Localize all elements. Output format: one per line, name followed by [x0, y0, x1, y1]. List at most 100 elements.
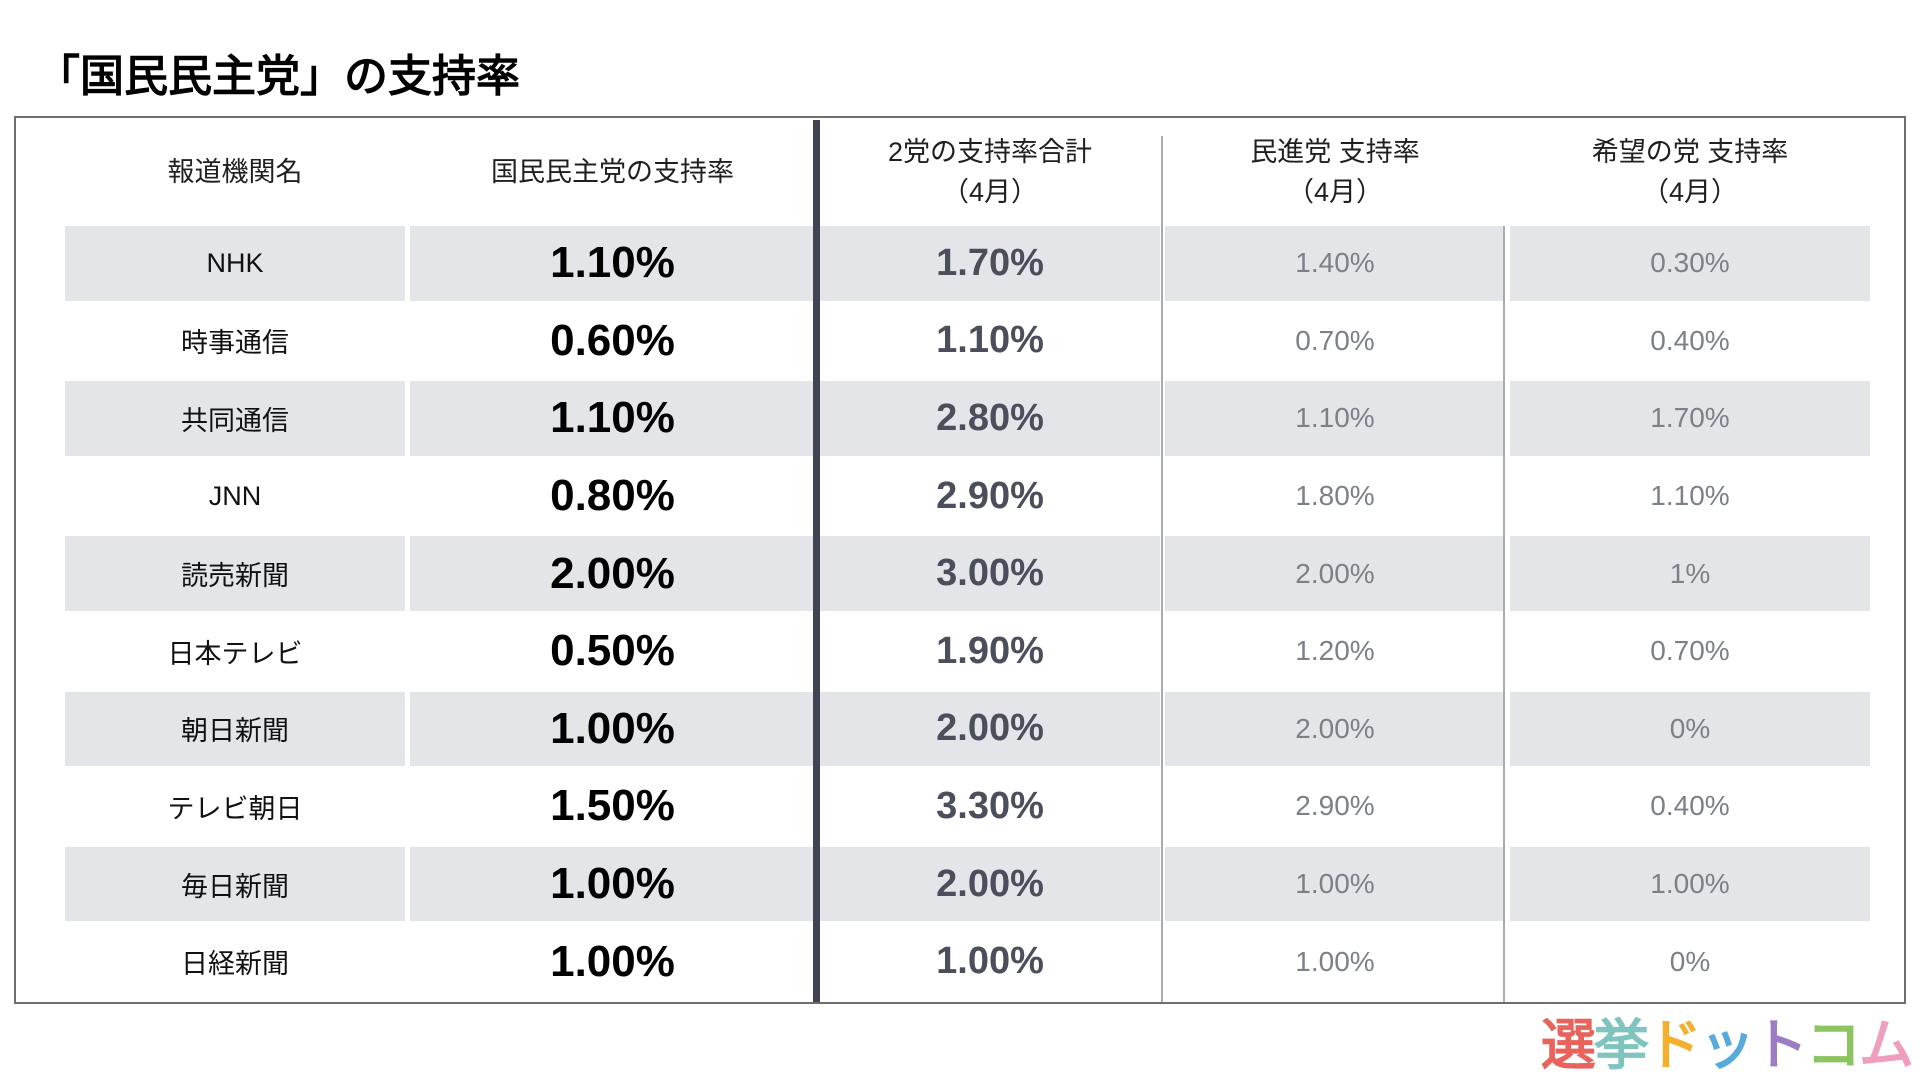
kokumin-rate-cell: 1.00%: [410, 691, 815, 767]
row-pad: [1875, 459, 1904, 534]
minshin-rate-cell: 1.80%: [1295, 480, 1375, 512]
logo-char: ム: [1858, 1014, 1914, 1076]
header-two-party-total: 2党の支持率合計 （4月）: [820, 132, 1160, 213]
two-party-total-cell: 2.80%: [820, 381, 1160, 456]
kibou-rate-cell: 1.10%: [1650, 480, 1730, 512]
header-kibou-rate: 希望の党 支持率 （4月）: [1510, 132, 1870, 213]
kibou-rate-cell: 0.40%: [1650, 790, 1730, 822]
two-party-total-cell: 3.00%: [820, 536, 1160, 611]
two-party-total-cell: 2.00%: [820, 846, 1160, 922]
header-minshin-label: 民進党 支持率: [1250, 136, 1420, 167]
org-name-cell: 日本テレビ: [167, 638, 303, 669]
org-name-cell: 朝日新聞: [65, 691, 405, 767]
header-kibou-month: （4月）: [1641, 177, 1739, 207]
org-name-cell: 共同通信: [65, 381, 405, 456]
row-pad: [16, 924, 60, 999]
logo-char: コ: [1805, 1014, 1861, 1076]
row-pad: [1875, 536, 1904, 611]
logo-char: ド: [1646, 1014, 1702, 1076]
logo-char: 選: [1540, 1014, 1596, 1076]
row-pad: [16, 381, 60, 456]
logo-char: 挙: [1593, 1014, 1649, 1076]
header-org: 報道機関名: [65, 152, 405, 193]
table-row: テレビ朝日 1.50% 3.30% 2.90% 0.40%: [16, 769, 1904, 847]
header-kokumin-label: 国民民主党の支持率: [491, 156, 734, 187]
two-party-total-cell: 3.30%: [936, 784, 1044, 827]
kokumin-rate-cell: 0.80%: [550, 471, 675, 521]
table-row: 共同通信 1.10% 2.80% 1.10% 1.70%: [16, 381, 1904, 459]
row-pad: [16, 304, 60, 379]
row-pad: [1875, 226, 1904, 301]
kibou-rate-cell: 1.00%: [1510, 846, 1870, 922]
two-party-total-cell: 1.90%: [936, 629, 1044, 672]
header-minshin-month: （4月）: [1286, 177, 1384, 207]
header-org-label: 報道機関名: [167, 156, 303, 187]
kibou-rate-cell: 0.30%: [1510, 226, 1870, 301]
table-body: NHK 1.10% 1.70% 1.40% 0.30% 時事通信 0.60% 1…: [16, 226, 1904, 1002]
page-title: 「国民民主党」の支持率: [36, 52, 520, 101]
two-party-total-cell: 1.00%: [936, 940, 1044, 983]
kokumin-rate-cell: 1.00%: [550, 936, 675, 986]
table-row: 時事通信 0.60% 1.10% 0.70% 0.40%: [16, 304, 1904, 382]
logo-char: ト: [1752, 1014, 1808, 1076]
header-minshin-rate: 民進党 支持率 （4月）: [1165, 132, 1505, 213]
kibou-rate-cell: 0.70%: [1650, 635, 1730, 667]
kibou-rate-cell: 1%: [1510, 536, 1870, 611]
kokumin-rate-cell: 2.00%: [410, 536, 815, 611]
row-pad: [1875, 381, 1904, 456]
kibou-rate-cell: 0%: [1669, 945, 1711, 977]
kokumin-rate-cell: 0.50%: [550, 626, 675, 676]
senkyo-dotcom-logo: 選挙ドットコム: [1540, 1000, 1914, 1080]
row-pad: [1875, 304, 1904, 379]
two-party-total-cell: 2.00%: [820, 691, 1160, 767]
row-pad: [16, 226, 60, 301]
kokumin-rate-cell: 1.50%: [550, 781, 675, 831]
row-pad: [1875, 692, 1904, 767]
minshin-rate-cell: 1.10%: [1165, 381, 1505, 456]
org-name-cell: JNN: [208, 480, 262, 511]
table-header-row: 報道機関名 国民民主党の支持率 2党の支持率合計 （4月） 民進党 支持率 （4…: [16, 118, 1904, 226]
row-pad: [16, 459, 60, 534]
kokumin-rate-cell: 0.60%: [550, 315, 675, 365]
kibou-rate-cell: 1.70%: [1510, 381, 1870, 456]
kibou-rate-cell: 0.40%: [1650, 324, 1730, 356]
org-name-cell: 読売新聞: [65, 536, 405, 611]
table-row: 日本テレビ 0.50% 1.90% 1.20% 0.70%: [16, 614, 1904, 692]
table-row: 朝日新聞 1.00% 2.00% 2.00% 0%: [16, 691, 1904, 770]
minshin-rate-cell: 2.00%: [1165, 536, 1505, 611]
row-pad: [16, 614, 60, 689]
row-pad: [1875, 924, 1904, 999]
two-party-total-cell: 2.90%: [936, 474, 1044, 517]
kokumin-rate-cell: 1.10%: [410, 226, 815, 301]
table-row: 読売新聞 2.00% 3.00% 2.00% 1%: [16, 536, 1904, 614]
logo-char: ッ: [1699, 1014, 1755, 1076]
header-total-label: 2党の支持率合計: [887, 136, 1093, 167]
org-name-cell: 毎日新聞: [65, 846, 405, 922]
minshin-rate-cell: 1.40%: [1165, 226, 1505, 301]
table-row: 日経新聞 1.00% 1.00% 1.00% 0%: [16, 924, 1904, 1002]
minshin-rate-cell: 1.00%: [1295, 945, 1375, 977]
org-name-cell: 時事通信: [181, 328, 289, 359]
header-kibou-label: 希望の党 支持率: [1591, 136, 1789, 167]
row-pad: [16, 692, 60, 767]
org-name-cell: 日経新聞: [181, 949, 289, 980]
row-pad: [1875, 769, 1904, 844]
org-name-cell: NHK: [65, 226, 405, 301]
support-rate-table: 報道機関名 国民民主党の支持率 2党の支持率合計 （4月） 民進党 支持率 （4…: [14, 116, 1906, 1004]
row-pad: [1875, 614, 1904, 689]
table-row: 毎日新聞 1.00% 2.00% 1.00% 1.00%: [16, 846, 1904, 925]
row-pad: [16, 536, 60, 611]
minshin-rate-cell: 1.00%: [1165, 846, 1505, 922]
header-total-month: （4月）: [941, 177, 1039, 207]
minshin-rate-cell: 0.70%: [1295, 324, 1375, 356]
kokumin-rate-cell: 1.00%: [410, 846, 815, 922]
header-kokumin-rate: 国民民主党の支持率: [410, 152, 815, 193]
minshin-rate-cell: 1.20%: [1295, 635, 1375, 667]
org-name-cell: テレビ朝日: [167, 793, 303, 824]
kibou-rate-cell: 0%: [1510, 691, 1870, 767]
row-pad: [16, 847, 60, 922]
minshin-rate-cell: 2.90%: [1295, 790, 1375, 822]
table-row: JNN 0.80% 2.90% 1.80% 1.10%: [16, 459, 1904, 537]
two-party-total-cell: 1.70%: [820, 226, 1160, 301]
minshin-rate-cell: 2.00%: [1165, 691, 1505, 767]
